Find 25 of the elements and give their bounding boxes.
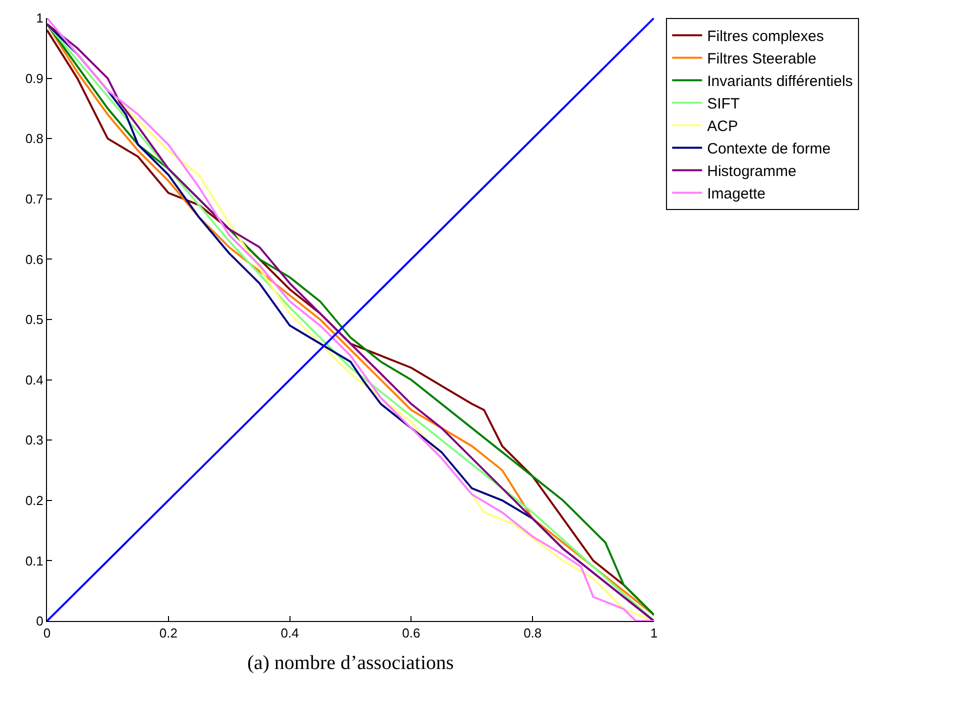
legend-label: SIFT — [707, 96, 740, 113]
y-tick-label: 0.2 — [25, 492, 44, 508]
legend-label: Invariants différentiels — [707, 73, 853, 90]
legend-label: Contexte de forme — [707, 140, 831, 158]
legend-label: Filtres complexes — [707, 28, 824, 46]
y-tick-label: 0.5 — [25, 312, 44, 328]
y-tick-label: 0 — [36, 614, 44, 629]
y-tick-label: 0.8 — [25, 131, 44, 146]
x-tick-label: 0.8 — [524, 626, 542, 641]
legend-label: Histogramme — [707, 163, 796, 180]
x-tick-label: 1 — [650, 626, 658, 641]
x-tick-label: 0.2 — [159, 626, 178, 641]
x-axis-title: (a) nombre d’associations — [247, 652, 454, 674]
y-tick-label: 0.9 — [25, 70, 44, 86]
y-tick-label: 0.1 — [25, 553, 44, 568]
x-tick-label: 0.4 — [280, 626, 299, 641]
legend-label: Imagette — [707, 186, 766, 203]
legend-label: Filtres Steerable — [707, 50, 816, 68]
y-tick-label: 0.4 — [25, 372, 44, 388]
x-tick-label: 0.6 — [402, 626, 420, 641]
y-tick-label: 0.6 — [25, 252, 44, 267]
y-tick-label: 0.7 — [25, 191, 44, 206]
y-tick-label: 1 — [36, 10, 44, 26]
y-tick-label: 0.3 — [25, 432, 44, 448]
legend-label: ACP — [707, 118, 738, 136]
